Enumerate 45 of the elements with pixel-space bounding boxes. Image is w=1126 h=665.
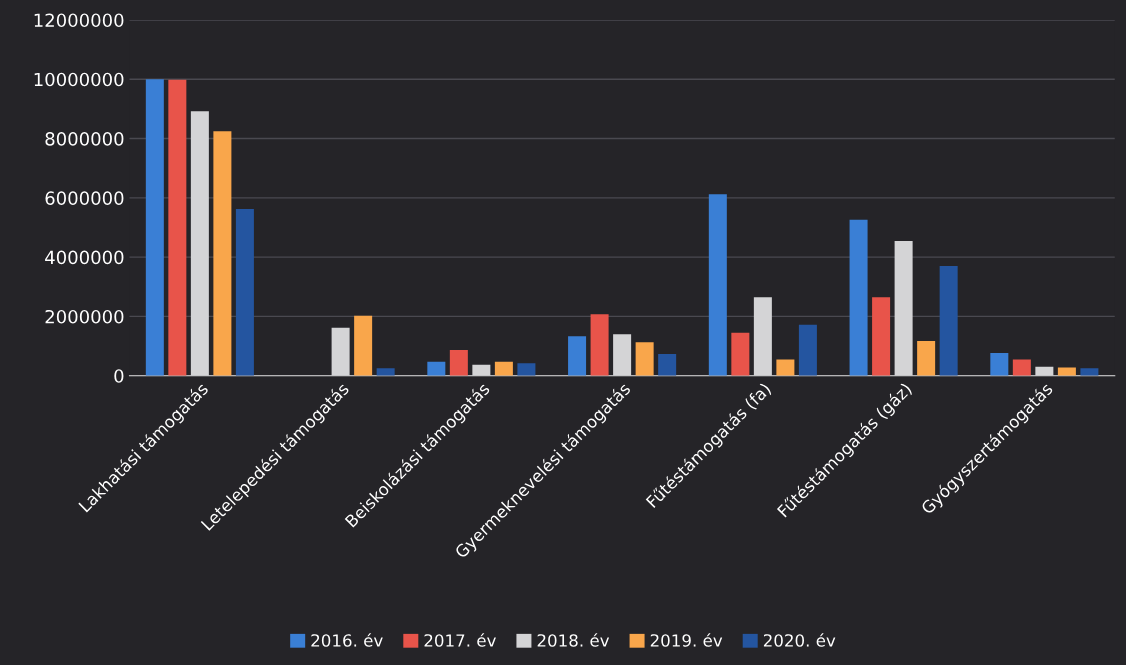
bar — [235, 209, 254, 376]
bar — [917, 341, 936, 376]
bar — [635, 342, 654, 376]
y-tick-label: 0 — [114, 369, 124, 383]
bar — [376, 368, 395, 376]
y-tick-label: 12000000 — [34, 13, 124, 28]
bar — [939, 266, 958, 376]
legend-label: 2016. év — [311, 633, 383, 647]
bar — [168, 79, 187, 376]
y-tick-label: 6000000 — [45, 191, 124, 205]
bar — [849, 219, 868, 376]
bar — [190, 111, 209, 376]
bar — [1012, 359, 1031, 376]
legend-label: 2020. év — [763, 633, 836, 647]
y-tick-label: 8000000 — [45, 132, 124, 146]
bar — [872, 297, 891, 376]
y-tick-label: 4000000 — [45, 250, 124, 265]
bar — [213, 131, 232, 376]
bar — [776, 359, 795, 376]
bar — [894, 241, 913, 376]
bar — [331, 327, 350, 376]
legend-label: 2017. év — [424, 633, 496, 647]
bar — [708, 194, 727, 376]
bar — [449, 349, 468, 376]
bar — [145, 79, 164, 376]
bar — [494, 361, 513, 376]
bar — [517, 363, 536, 376]
bar — [753, 297, 772, 376]
bar — [427, 361, 446, 376]
bar — [658, 354, 677, 376]
legend-label: 2019. év — [650, 633, 723, 647]
bar — [472, 364, 491, 376]
bar — [990, 352, 1009, 376]
y-tick-label: 10000000 — [34, 72, 124, 87]
bar — [568, 336, 587, 376]
bar — [1057, 367, 1076, 376]
legend-label: 2018. év — [537, 633, 610, 647]
bar — [731, 332, 750, 376]
bar — [354, 315, 373, 376]
bar — [1035, 366, 1054, 376]
bar — [590, 314, 609, 376]
bar — [798, 324, 817, 376]
y-tick-label: 2000000 — [45, 309, 124, 324]
bar — [613, 334, 632, 376]
bar — [1080, 368, 1099, 376]
